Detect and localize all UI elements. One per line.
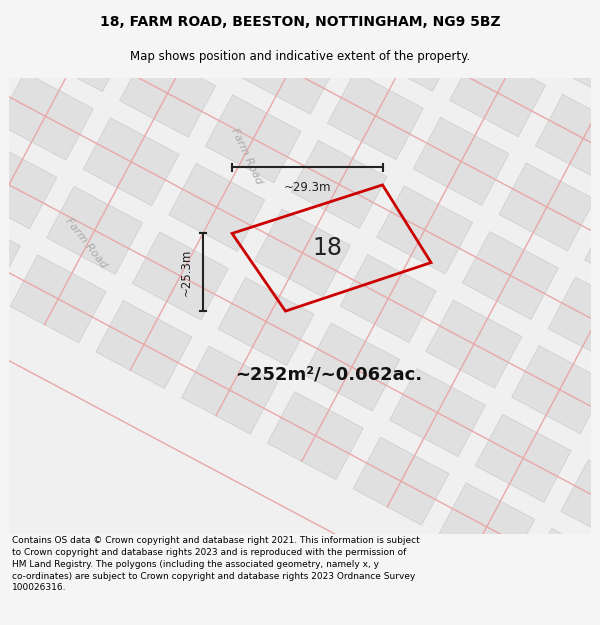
Polygon shape: [119, 49, 215, 137]
Polygon shape: [268, 392, 363, 479]
Polygon shape: [0, 209, 20, 298]
Polygon shape: [0, 72, 94, 160]
Polygon shape: [291, 141, 387, 228]
Polygon shape: [218, 278, 314, 366]
Polygon shape: [449, 49, 545, 137]
Polygon shape: [156, 0, 252, 69]
Text: Contains OS data © Crown copyright and database right 2021. This information is : Contains OS data © Crown copyright and d…: [12, 536, 420, 592]
Polygon shape: [426, 300, 522, 388]
Text: Farm Road: Farm Road: [229, 126, 264, 186]
Polygon shape: [169, 163, 265, 251]
Polygon shape: [278, 0, 374, 46]
Polygon shape: [389, 369, 485, 457]
Text: Map shows position and indicative extent of the property.: Map shows position and indicative extent…: [130, 50, 470, 62]
Polygon shape: [70, 0, 166, 23]
Polygon shape: [377, 186, 473, 274]
Text: 18: 18: [313, 236, 343, 260]
Polygon shape: [254, 209, 350, 297]
Polygon shape: [400, 0, 496, 22]
Text: Farm Road: Farm Road: [64, 216, 109, 270]
Polygon shape: [205, 95, 301, 182]
Polygon shape: [340, 254, 436, 342]
Polygon shape: [242, 26, 338, 114]
Polygon shape: [584, 209, 600, 296]
Polygon shape: [83, 118, 179, 206]
Polygon shape: [34, 4, 130, 92]
Polygon shape: [413, 118, 509, 206]
Polygon shape: [96, 301, 192, 389]
Polygon shape: [353, 438, 449, 525]
Text: ~25.3m: ~25.3m: [180, 249, 193, 296]
Polygon shape: [10, 255, 106, 343]
Polygon shape: [304, 323, 400, 411]
Polygon shape: [0, 0, 44, 46]
Polygon shape: [548, 277, 600, 365]
Polygon shape: [133, 232, 228, 320]
Polygon shape: [182, 346, 278, 434]
Polygon shape: [561, 460, 600, 548]
Polygon shape: [512, 346, 600, 434]
Text: 18, FARM ROAD, BEESTON, NOTTINGHAM, NG9 5BZ: 18, FARM ROAD, BEESTON, NOTTINGHAM, NG9 …: [100, 15, 500, 29]
Text: ~29.3m: ~29.3m: [284, 181, 331, 194]
Polygon shape: [598, 391, 600, 479]
Polygon shape: [364, 3, 460, 91]
Polygon shape: [463, 232, 559, 319]
Polygon shape: [0, 141, 57, 229]
Polygon shape: [572, 26, 600, 114]
Polygon shape: [499, 163, 595, 251]
Polygon shape: [486, 0, 582, 68]
Text: ~252m²/~0.062ac.: ~252m²/~0.062ac.: [236, 365, 422, 383]
Polygon shape: [535, 94, 600, 182]
Polygon shape: [0, 27, 8, 114]
Polygon shape: [524, 528, 600, 616]
Polygon shape: [328, 72, 424, 160]
Polygon shape: [47, 186, 143, 274]
Polygon shape: [475, 414, 571, 502]
Polygon shape: [439, 483, 535, 571]
